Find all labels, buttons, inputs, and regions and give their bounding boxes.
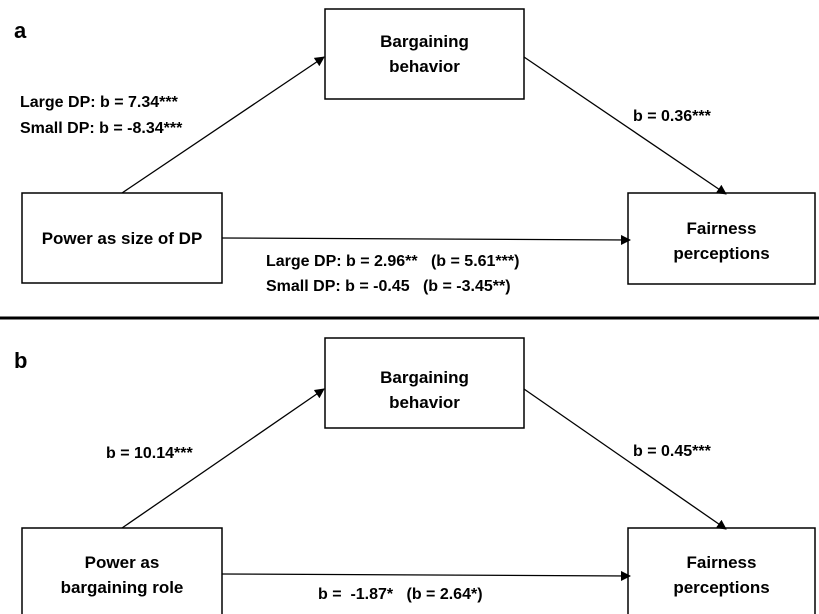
outcome-label-line2-b: perceptions <box>673 578 769 597</box>
predictor-label-line1-a: Power as size of DP <box>42 229 203 248</box>
arrow-predictor-to-mediator-b <box>121 388 325 529</box>
a-path-coef-line1-a: Large DP: b = 7.34*** <box>20 94 179 111</box>
mediator-node-a: Bargaining behavior <box>324 8 525 100</box>
predictor-box-a <box>21 192 223 284</box>
c-path-coef-line2-a: Small DP: b = -0.45 (b = -3.45**) <box>266 278 511 295</box>
panel-letter-b: b <box>14 348 27 373</box>
a-path-coef-b: b = 10.14*** <box>106 445 194 462</box>
panel-b: b Bargaining behavior Power as bargainin… <box>14 337 816 614</box>
arrow-mediator-to-outcome-a <box>523 56 727 195</box>
predictor-node-a: Power as size of DP <box>21 192 223 284</box>
mediator-label-line1-a: Bargaining <box>380 32 469 51</box>
b-path-coef-a: b = 0.36*** <box>633 108 712 125</box>
mediator-box-a <box>324 8 525 100</box>
outcome-label-line1-a: Fairness <box>687 219 757 238</box>
c-path-coef-line1-a: Large DP: b = 2.96** (b = 5.61***) <box>266 253 519 270</box>
arrow-predictor-to-outcome-a <box>221 234 631 245</box>
outcome-box-b <box>627 527 816 614</box>
outcome-label-line2-a: perceptions <box>673 244 769 263</box>
mediator-label-line2-b: behavior <box>389 393 460 412</box>
predictor-box-b <box>21 527 223 614</box>
arrow-predictor-to-mediator-a <box>121 56 325 194</box>
arrow-mediator-to-outcome-b <box>523 388 727 530</box>
arrow-predictor-to-outcome-b <box>221 570 631 581</box>
b-path-coef-b: b = 0.45*** <box>633 443 712 460</box>
mediator-label-line2-a: behavior <box>389 57 460 76</box>
outcome-box-a <box>627 192 816 285</box>
panel-letter-a: a <box>14 18 27 43</box>
panel-a: a Bargaining behavior Power as size of D… <box>14 8 816 295</box>
outcome-label-line1-b: Fairness <box>687 553 757 572</box>
predictor-label-line2-b: bargaining role <box>61 578 184 597</box>
mediator-box-b <box>324 337 525 429</box>
c-path-coef-b: b = -1.87* (b = 2.64*) <box>318 586 483 603</box>
mediator-node-b: Bargaining behavior <box>324 337 525 429</box>
outcome-node-a: Fairness perceptions <box>627 192 816 285</box>
mediator-label-line1-b: Bargaining <box>380 368 469 387</box>
a-path-coef-line2-a: Small DP: b = -8.34*** <box>20 120 183 137</box>
predictor-label-line1-b: Power as <box>85 553 160 572</box>
outcome-node-b: Fairness perceptions <box>627 527 816 614</box>
predictor-node-b: Power as bargaining role <box>21 527 223 614</box>
